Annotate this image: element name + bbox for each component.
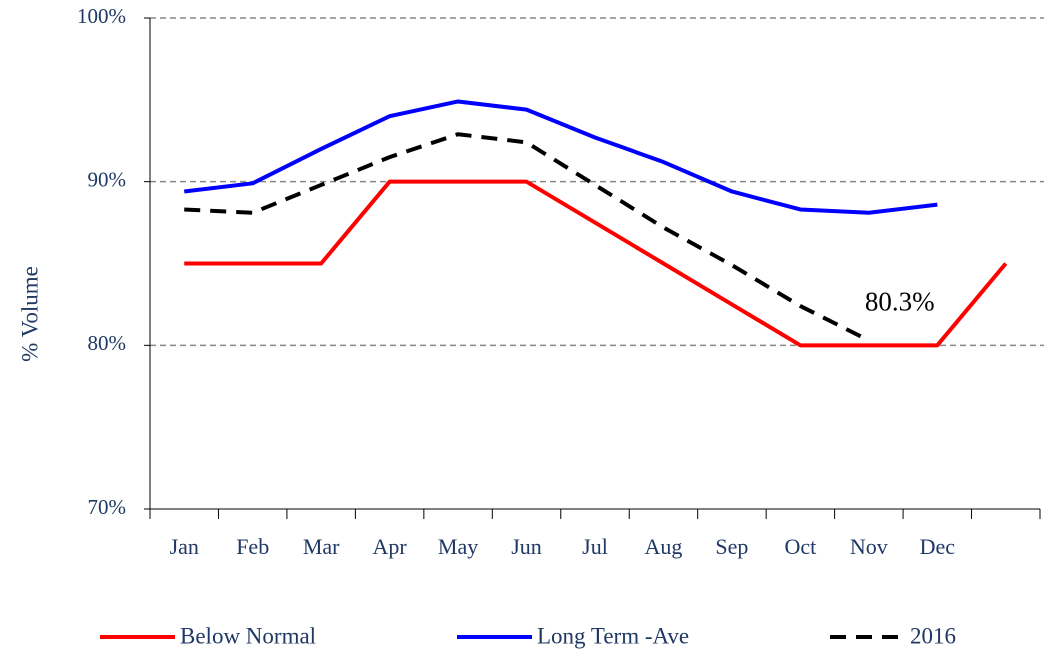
x-tick-label: May — [438, 534, 478, 559]
legend-label: Long Term -Ave — [537, 623, 689, 648]
legend-label: 2016 — [910, 623, 956, 648]
x-tick-label: Jan — [170, 534, 199, 559]
y-tick-label: 100% — [77, 4, 126, 28]
x-tick-label: Mar — [303, 534, 340, 559]
y-tick-label: 90% — [88, 167, 127, 191]
x-tick-label: Oct — [785, 534, 817, 559]
line-series — [184, 132, 870, 343]
y-axis-label: % Volume — [17, 266, 42, 362]
x-tick-label: Jul — [582, 534, 608, 559]
y-tick-label: 70% — [88, 495, 127, 519]
x-tick-label: Jun — [511, 534, 542, 559]
line-series — [184, 179, 1008, 348]
x-tick-label: Aug — [645, 534, 683, 559]
x-tick-label: Dec — [920, 534, 956, 559]
x-tick-label: Sep — [715, 534, 748, 559]
x-tick-label: Feb — [236, 534, 269, 559]
x-tick-label: Apr — [373, 534, 408, 559]
legend-label: Below Normal — [180, 623, 316, 648]
y-tick-label: 80% — [88, 331, 127, 355]
data-label: 80.3% — [865, 287, 935, 317]
line-series — [183, 99, 938, 215]
x-tick-label: Nov — [850, 534, 888, 559]
